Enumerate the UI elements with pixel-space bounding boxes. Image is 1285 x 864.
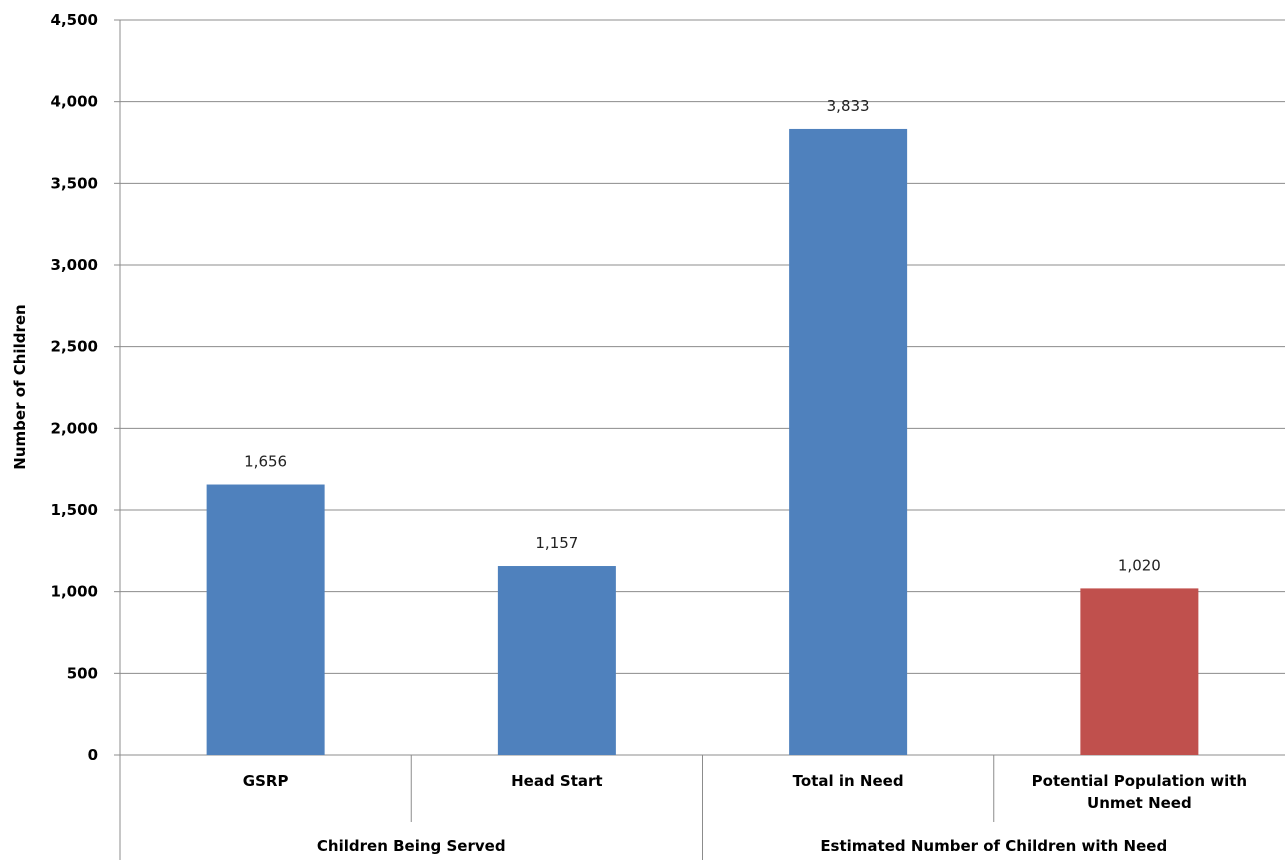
bar-head-start (497, 566, 616, 755)
y-tick-label: 3,500 (51, 174, 98, 192)
data-label: 3,833 (827, 97, 870, 115)
data-label: 1,020 (1118, 556, 1161, 574)
x-category-label: Potential Population with Unmet Need (1032, 772, 1247, 812)
bar-gsrp (206, 484, 325, 755)
data-label: 1,157 (535, 534, 578, 552)
y-tick-label: 2,000 (51, 419, 98, 437)
y-tick-label: 4,000 (51, 93, 98, 111)
x-category-label: GSRP (243, 772, 289, 790)
y-tick-label: 3,000 (51, 256, 98, 274)
y-axis-title: Number of Children (11, 304, 29, 469)
y-tick-label: 1,000 (51, 583, 98, 601)
y-tick-label: 1,500 (51, 501, 98, 519)
x-category-label: Total in Need (793, 772, 904, 790)
y-tick-label: 4,500 (51, 11, 98, 29)
bar-potential-population-with-unmet-need (1080, 588, 1199, 755)
y-tick-label: 2,500 (51, 338, 98, 356)
x-category-label: Head Start (511, 772, 602, 790)
bar-total-in-need (789, 128, 908, 755)
data-label: 1,656 (244, 453, 287, 471)
y-tick-label: 500 (67, 664, 98, 682)
y-tick-label: 0 (88, 746, 98, 764)
x-group-label: Estimated Number of Children with Need (820, 837, 1167, 855)
x-group-label: Children Being Served (317, 837, 506, 855)
